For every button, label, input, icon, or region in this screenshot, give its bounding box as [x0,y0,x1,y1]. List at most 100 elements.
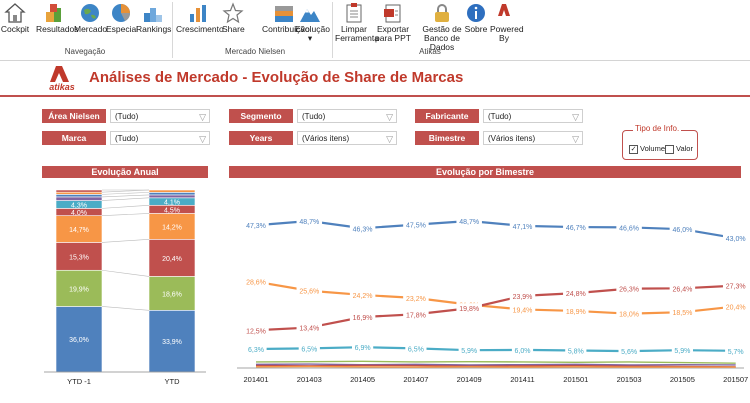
sobre-button[interactable]: Sobre [464,0,488,46]
data-label-bg [671,345,693,356]
valor-checkbox[interactable]: Valor [665,144,693,154]
data-label: 48,7% [299,219,319,226]
bar-connector-line [101,189,150,193]
data-label: 19,8% [459,306,479,313]
bar-connector-line [101,213,150,216]
checkbox-box[interactable] [665,144,674,154]
data-label: 26,4% [672,286,692,293]
bar-segment [148,189,196,193]
filter-years-value: (Vários itens) [302,134,350,143]
filter-segmento[interactable]: (Tudo) ▽ [297,109,397,123]
data-label-bg [725,345,747,356]
data-label: 28,6% [246,280,266,287]
bar-data-label: 4,5% [164,207,180,214]
funnel-icon[interactable]: ▽ [199,112,206,122]
contribuicao-button[interactable]: Contribuição [262,0,310,46]
data-label-bg [456,216,482,227]
rankings-button[interactable]: Rankings [136,0,171,46]
especial-button[interactable]: Especial [106,0,138,46]
data-label: 12,5% [246,328,266,335]
volume-checkbox[interactable]: ✓ Volume [629,144,665,154]
bar-connector-line [101,269,150,277]
bar-connector-line [101,192,150,195]
series-line [255,284,736,332]
bar-connector-line [101,194,150,198]
filter-area-nielsen[interactable]: (Tudo) ▽ [110,109,210,123]
data-label: 43,0% [726,236,746,243]
data-label-bg [296,322,323,333]
mountain-icon [300,9,320,22]
atikas-logo: A atikas [49,66,75,92]
data-label-bg [509,290,536,301]
filter-label-bimestre: Bimestre [415,131,479,145]
house-icon [4,3,26,23]
data-label: 6,5% [408,346,424,353]
ribbon-button-label: Gestão de [422,24,462,34]
bar-segment [148,194,196,199]
data-label: 16,9% [353,315,373,322]
bar-segment [148,239,196,277]
crescimento-button[interactable]: Crescimento [176,0,224,46]
bar-connector-line [101,239,150,243]
limpar-ferramenta-button[interactable]: Limpar Ferramenta [335,0,379,46]
data-label: 25,6% [299,289,319,296]
funnel-icon[interactable]: ▽ [572,134,579,144]
bar-connector-line [101,197,150,201]
exportar-ppt-button[interactable]: Exportar para PPT [372,0,414,46]
ribbon-button-label: Evolução [295,24,330,34]
pie-icon [112,4,130,22]
filter-fabricante[interactable]: (Tudo) ▽ [483,109,583,123]
group-separator [332,2,333,58]
bar-segment [55,269,103,307]
bar-segment [55,189,103,193]
ribbon-button-label: Sobre [464,24,488,34]
bar-connector-line [101,306,150,311]
chevron-down-icon[interactable]: ▾ [307,33,313,43]
data-label: 6,5% [301,346,317,353]
data-label: 24,2% [353,293,373,300]
cockpit-button[interactable]: Cockpit [0,0,30,46]
mercado-button[interactable]: Mercado [74,0,107,46]
annual-bar-chart: 36,0% 19,9% 15,3% 14,7% 4,0%4,3% 33,9% 18,6% 20… [44,189,206,386]
share-button[interactable]: Share [222,0,245,46]
group-label-atikas: Atikas [419,47,441,56]
x-tick-label: YTD -1 [67,377,91,386]
powered-by-button[interactable]: Powered By [490,0,524,46]
ribbon-button-label: Resultados [36,24,79,34]
filter-marca[interactable]: (Tudo) ▽ [110,131,210,145]
evolucao-button[interactable]: Evolução ▾ [295,0,330,46]
section-header-evolucao-bimestre: Evolução por Bimestre [229,166,741,178]
data-label: 48,7% [459,219,479,226]
resultados-button[interactable]: Resultados [36,0,79,46]
data-label-bg [669,283,696,294]
gestao-banco-button[interactable]: Gestão de Banco de Dados [418,0,466,52]
data-label-bg [616,283,642,294]
section-header-evolucao-anual: Evolução Anual [42,166,208,178]
export-icon [384,4,401,23]
ribbon-button-label: By [499,33,509,43]
funnel-icon[interactable]: ▽ [572,112,579,122]
volume-label: Volume [640,144,666,153]
funnel-icon[interactable]: ▽ [386,112,393,122]
bar-data-label: 15,3% [69,254,89,261]
funnel-icon[interactable]: ▽ [199,134,206,144]
filter-label-area-nielsen: Área Nielsen [42,109,106,123]
data-label-bg [563,288,589,299]
filter-bimestre[interactable]: (Vários itens) ▽ [483,131,583,145]
ribbon-button-label: para PPT [375,33,411,43]
data-label-bg [296,285,323,296]
bar-chart-icon [190,5,206,22]
page-title: Análises de Mercado - Evolução de Share … [89,69,464,86]
x-tick-label: 201507 [723,375,748,384]
checkbox-box[interactable]: ✓ [629,144,638,154]
atikas-logo-icon [498,4,510,16]
filter-years[interactable]: (Vários itens) ▽ [297,131,397,145]
data-label: 47,1% [513,224,533,231]
funnel-icon[interactable]: ▽ [386,134,393,144]
ribbon-button-label: Crescimento [176,24,224,34]
data-label: 5,9% [674,348,690,355]
data-label: 5,7% [728,349,744,356]
globe-icon [81,4,99,22]
data-label-bg [403,309,429,320]
series-line [255,363,736,366]
